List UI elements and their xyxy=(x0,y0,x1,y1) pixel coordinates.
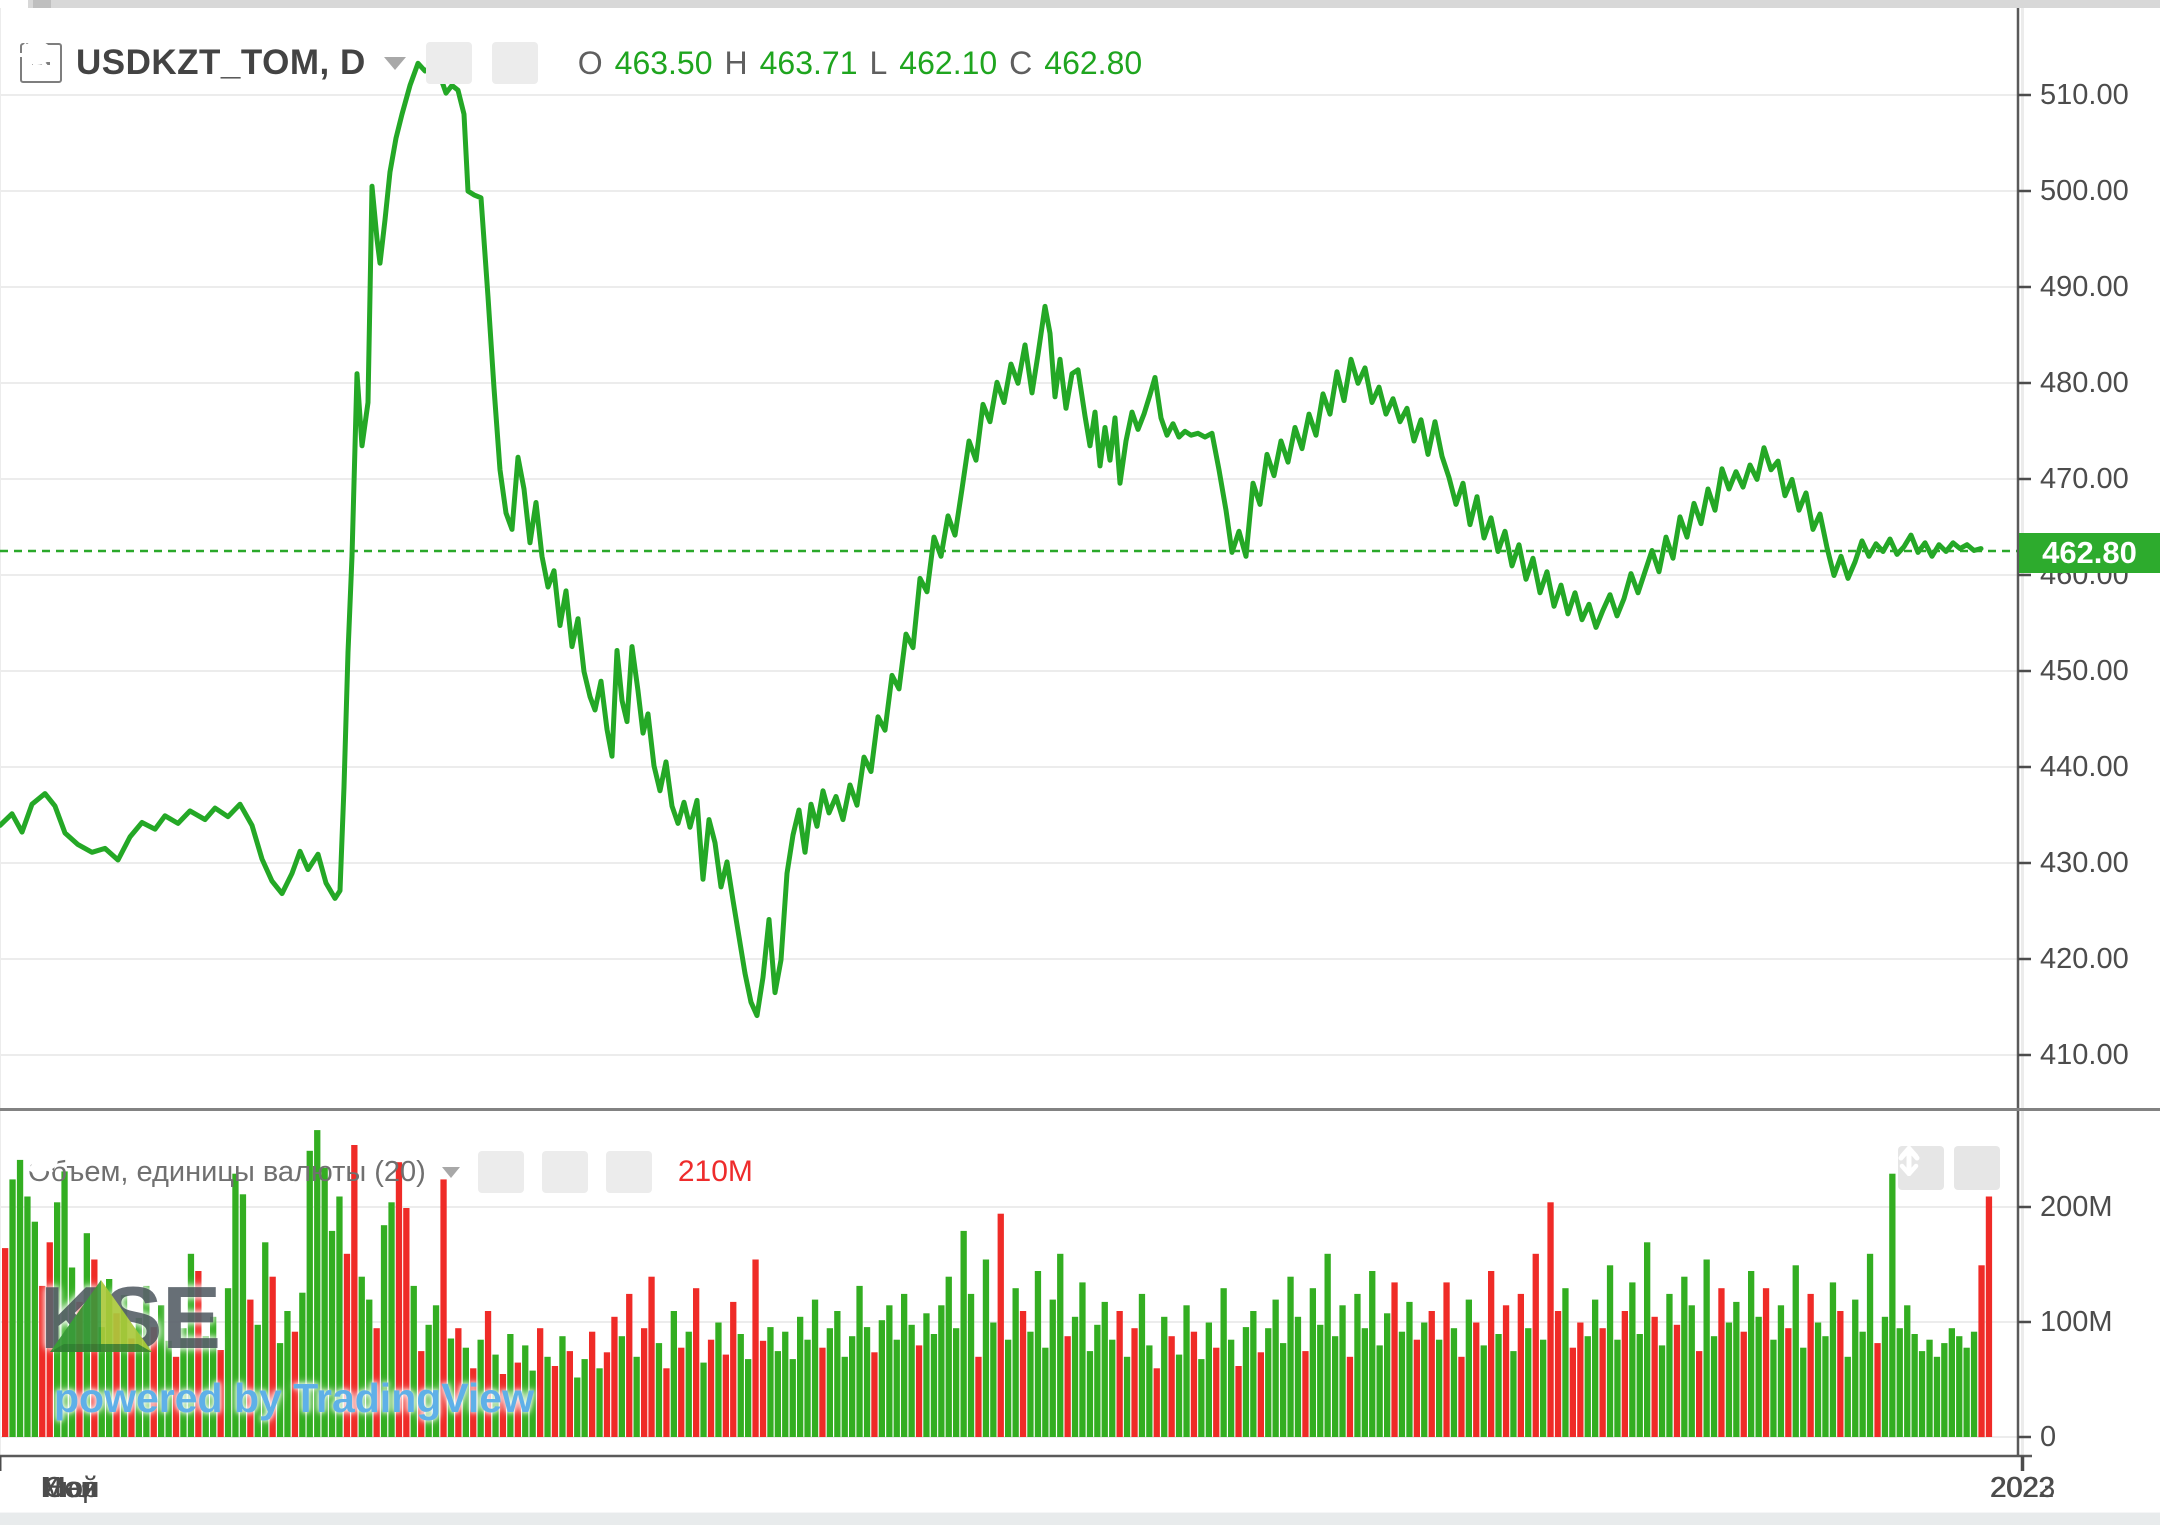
volume-settings-button[interactable] xyxy=(28,1148,588,1193)
high-label: H xyxy=(724,44,748,81)
tick-marks xyxy=(0,93,2031,1471)
remove-volume-button[interactable] xyxy=(28,1148,652,1193)
gear-icon xyxy=(28,1148,56,1176)
price-line xyxy=(0,60,1984,1019)
arrow-up-down-icon xyxy=(1899,1146,1919,1176)
top-toolbar-tab xyxy=(33,0,51,8)
price-axis-label: 410.00 xyxy=(2040,1039,2129,1071)
symbol-title[interactable]: USDKZT_TOM, D xyxy=(76,43,366,82)
pane-separator[interactable] xyxy=(0,1108,2160,1111)
volume-axis-label: 200M xyxy=(2040,1191,2113,1223)
top-toolbar-strip xyxy=(0,0,2160,8)
price-axis-label: 430.00 xyxy=(2040,847,2129,879)
price-axis-label: 510.00 xyxy=(2040,79,2129,111)
volume-bars xyxy=(2,1130,1993,1438)
volume-study-title[interactable]: Объем, единицы валюты (20) xyxy=(28,1155,426,1188)
price-axis-label: 500.00 xyxy=(2040,175,2129,207)
price-axis-label: 440.00 xyxy=(2040,751,2129,783)
high-value: 463.71 xyxy=(759,44,858,81)
price-axis-label: 490.00 xyxy=(2040,271,2129,303)
close-value: 462.80 xyxy=(1044,44,1143,81)
close-icon xyxy=(28,1148,52,1172)
time-axis-label: Мар xyxy=(41,1472,99,1504)
open-label: O xyxy=(577,44,603,81)
time-axis-label: 2023 xyxy=(1990,1472,2056,1504)
top-toolbar-gap xyxy=(0,0,28,8)
low-value: 462.10 xyxy=(899,44,998,81)
low-label: L xyxy=(869,44,888,81)
pane-controls xyxy=(1898,1146,2000,1190)
hide-volume-button[interactable] xyxy=(30,1148,524,1193)
volume-axis-label: 100M xyxy=(2040,1306,2113,1338)
open-value: 463.50 xyxy=(614,44,713,81)
volume-legend: Объем, единицы валюты (20) xyxy=(28,1148,753,1196)
time-axis-label: 2022 xyxy=(1989,1472,2055,1504)
time-axis-label: Май xyxy=(41,1472,99,1504)
ohlc-readout: O 463.50 H 463.71 L 462.10 C 462.80 xyxy=(578,45,1142,82)
hide-series-button[interactable] xyxy=(22,41,472,84)
price-axis-label: 420.00 xyxy=(2040,943,2129,975)
gear-icon xyxy=(20,40,50,70)
volume-axis-label: 0 xyxy=(2040,1421,2057,1453)
axis-lines xyxy=(0,0,2032,1458)
gridlines xyxy=(0,8,2024,1456)
chevron-down-icon[interactable] xyxy=(441,1166,460,1178)
chevron-down-icon[interactable] xyxy=(383,56,406,70)
price-axis-label: 450.00 xyxy=(2040,655,2129,687)
bottom-toolbar-strip xyxy=(0,1512,2160,1525)
last-price-tag: 462.80 xyxy=(2019,533,2160,573)
main-legend: USDKZT_TOM, D O 463.50 H 463. xyxy=(20,40,1142,86)
series-settings-button[interactable] xyxy=(20,40,538,84)
close-label: C xyxy=(1009,44,1033,81)
time-axis-label: Сен xyxy=(43,1472,97,1504)
volume-current-value: 210M xyxy=(677,1155,753,1188)
time-axis-label: Июл xyxy=(40,1472,100,1504)
time-axis-label: Ноя xyxy=(43,1472,97,1504)
price-axis-label: 470.00 xyxy=(2040,463,2129,495)
maximize-pane-button[interactable] xyxy=(1899,1146,2000,1190)
price-axis-label: 480.00 xyxy=(2040,367,2129,399)
